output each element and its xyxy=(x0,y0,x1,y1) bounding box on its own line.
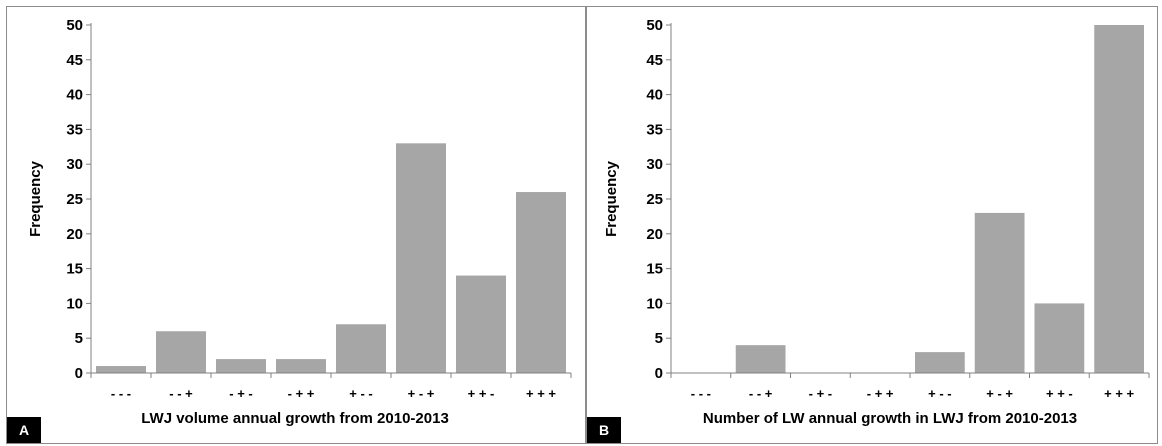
bar-a xyxy=(276,359,326,373)
y-tick-label: 0 xyxy=(655,365,663,382)
y-tick-label: 20 xyxy=(646,226,663,243)
x-category-label: - - - xyxy=(691,386,711,401)
bar-b xyxy=(915,352,965,373)
x-category-label: + - - xyxy=(349,386,372,401)
y-axis-title: Frequency xyxy=(27,160,44,237)
bar-a xyxy=(96,366,146,373)
x-category-label: - - - xyxy=(111,386,131,401)
y-tick-label: 50 xyxy=(646,17,663,34)
bar-b xyxy=(974,212,1025,373)
bar-chart-b: 0 5 10 15 20 25 30 35 40 45 50 - - - - - + - + - - + +… xyxy=(603,17,1150,427)
y-tick-label: 5 xyxy=(75,330,83,347)
y-tick-label: 15 xyxy=(646,261,663,278)
x-category-label: + + - xyxy=(1046,386,1073,401)
y-tick-label: 20 xyxy=(66,226,83,243)
bar-a xyxy=(216,359,266,373)
bar-a xyxy=(156,331,206,373)
y-tick-label: 45 xyxy=(646,52,663,69)
y-tick-label: 15 xyxy=(66,261,83,278)
chart-panel-a: 0 5 10 15 20 25 30 35 40 45 50 - - - - - + - + - - + +… xyxy=(6,6,586,444)
bar-a xyxy=(396,143,446,373)
x-category-label: - + - xyxy=(809,386,832,401)
x-axis-title: Number of LW annual growth in LWJ from 2… xyxy=(703,410,1077,427)
y-tick-label: 25 xyxy=(646,191,663,208)
x-category-label: + + + xyxy=(1104,386,1134,401)
y-axis-title: Frequency xyxy=(603,160,620,237)
y-tick-label: 50 xyxy=(66,17,83,34)
x-category-label: - - + xyxy=(169,386,193,401)
x-category-label: - + + xyxy=(867,386,894,401)
y-tick-label: 5 xyxy=(655,330,663,347)
y-tick-label: 10 xyxy=(646,295,663,312)
y-tick-label: 40 xyxy=(646,87,663,104)
y-tick-label: 40 xyxy=(66,87,83,104)
bar-a xyxy=(516,192,566,373)
y-tick-label: 45 xyxy=(66,52,83,69)
panel-label-a: A xyxy=(7,417,41,443)
y-tick-label: 25 xyxy=(66,191,83,208)
bar-a xyxy=(456,275,506,373)
x-category-label: + + - xyxy=(468,386,495,401)
bar-chart-a: 0 5 10 15 20 25 30 35 40 45 50 - - - - - + - + - - + +… xyxy=(27,17,572,427)
x-category-label: - - + xyxy=(749,386,773,401)
chart-panel-b: 0 5 10 15 20 25 30 35 40 45 50 - - - - - + - + - - + +… xyxy=(586,6,1158,444)
bar-b xyxy=(1034,303,1085,373)
x-axis-title: LWJ volume annual growth from 2010-2013 xyxy=(141,410,449,427)
bar-b xyxy=(735,345,786,373)
y-tick-label: 0 xyxy=(75,365,83,382)
x-category-label: - + + xyxy=(288,386,315,401)
y-tick-label: 35 xyxy=(646,121,663,138)
panel-label-b: B xyxy=(587,417,621,443)
y-tick-label: 35 xyxy=(66,121,83,138)
y-tick-label: 30 xyxy=(646,156,663,173)
x-category-label: + - + xyxy=(986,386,1013,401)
x-category-label: + - + xyxy=(408,386,435,401)
x-category-label: + + + xyxy=(526,386,556,401)
bar-a xyxy=(336,324,386,373)
y-tick-label: 30 xyxy=(66,156,83,173)
x-category-label: - + - xyxy=(229,386,252,401)
x-category-label: + - - xyxy=(928,386,951,401)
y-tick-label: 10 xyxy=(66,295,83,312)
bar-b xyxy=(1094,25,1144,373)
